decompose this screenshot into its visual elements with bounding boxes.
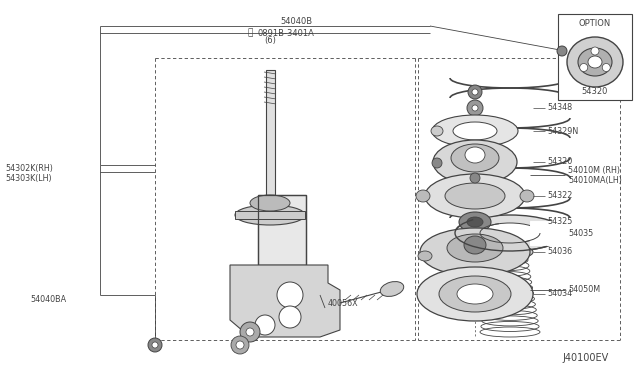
Ellipse shape <box>464 236 486 254</box>
Ellipse shape <box>255 315 275 335</box>
Ellipse shape <box>439 276 511 312</box>
Ellipse shape <box>453 122 497 140</box>
Ellipse shape <box>235 205 305 225</box>
Ellipse shape <box>567 37 623 87</box>
Ellipse shape <box>462 223 478 233</box>
Ellipse shape <box>432 158 442 168</box>
Ellipse shape <box>279 306 301 328</box>
Bar <box>235 211 305 219</box>
Text: 0891B-3401A: 0891B-3401A <box>258 29 315 38</box>
Ellipse shape <box>520 190 534 202</box>
Text: 54320: 54320 <box>582 87 608 96</box>
Ellipse shape <box>416 190 430 202</box>
Ellipse shape <box>417 267 533 321</box>
Text: 54302K(RH): 54302K(RH) <box>5 164 53 173</box>
Ellipse shape <box>148 338 162 352</box>
Ellipse shape <box>487 245 533 259</box>
Ellipse shape <box>470 173 480 183</box>
Ellipse shape <box>240 322 260 342</box>
Bar <box>266 70 275 195</box>
Ellipse shape <box>468 85 482 99</box>
Text: 54010M (RH): 54010M (RH) <box>568 167 620 176</box>
Ellipse shape <box>447 234 503 262</box>
Ellipse shape <box>602 64 611 71</box>
Ellipse shape <box>472 105 478 111</box>
Bar <box>558 14 632 100</box>
Ellipse shape <box>480 223 540 243</box>
Ellipse shape <box>557 46 567 56</box>
Text: 54040B: 54040B <box>280 17 312 26</box>
Ellipse shape <box>236 341 244 349</box>
Text: 54040BA: 54040BA <box>30 295 66 305</box>
Ellipse shape <box>580 64 588 71</box>
Text: 54348: 54348 <box>547 103 572 112</box>
Ellipse shape <box>445 183 505 209</box>
Text: 54035: 54035 <box>568 228 593 237</box>
Polygon shape <box>230 265 340 337</box>
Text: 54322: 54322 <box>547 192 572 201</box>
Text: 54320: 54320 <box>547 157 572 167</box>
Text: 54325: 54325 <box>547 218 572 227</box>
Ellipse shape <box>418 251 432 261</box>
Ellipse shape <box>431 126 443 136</box>
Text: 54329N: 54329N <box>547 126 579 135</box>
Ellipse shape <box>459 212 491 232</box>
Ellipse shape <box>433 140 517 184</box>
Text: 40056X: 40056X <box>328 299 358 308</box>
Text: 54050M: 54050M <box>568 285 600 295</box>
Ellipse shape <box>152 342 158 348</box>
Ellipse shape <box>432 115 518 147</box>
Ellipse shape <box>451 144 499 172</box>
Ellipse shape <box>420 228 530 276</box>
Ellipse shape <box>588 56 602 68</box>
Ellipse shape <box>591 47 599 55</box>
Ellipse shape <box>246 328 254 336</box>
Bar <box>258 195 306 265</box>
Text: 54010MA(LH): 54010MA(LH) <box>568 176 622 186</box>
Ellipse shape <box>465 147 485 163</box>
Text: OPTION: OPTION <box>579 19 611 28</box>
Ellipse shape <box>277 282 303 308</box>
Text: 54036: 54036 <box>547 247 572 257</box>
Text: J40100EV: J40100EV <box>562 353 608 363</box>
Text: ⓝ: ⓝ <box>247 29 253 38</box>
Ellipse shape <box>380 282 404 296</box>
Bar <box>530 221 570 245</box>
Ellipse shape <box>455 215 565 251</box>
Ellipse shape <box>467 100 483 116</box>
Ellipse shape <box>250 195 290 211</box>
Ellipse shape <box>457 284 493 304</box>
Text: 54034: 54034 <box>547 289 572 298</box>
Text: 54303K(LH): 54303K(LH) <box>5 173 52 183</box>
Ellipse shape <box>467 217 483 227</box>
Text: (6): (6) <box>264 36 276 45</box>
Ellipse shape <box>472 89 478 95</box>
Ellipse shape <box>425 174 525 218</box>
Ellipse shape <box>231 336 249 354</box>
Ellipse shape <box>578 48 612 76</box>
Bar <box>258 195 306 265</box>
